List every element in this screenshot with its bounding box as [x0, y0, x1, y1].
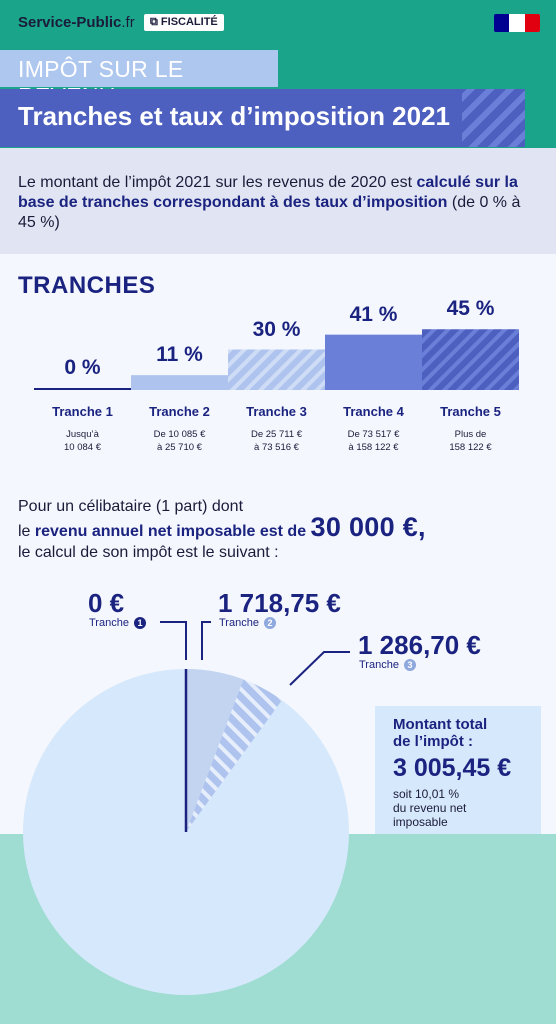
tranche-bar-2 — [131, 375, 228, 390]
tranche-range-1: Jusqu’à 10 084 € — [34, 428, 131, 454]
leader-tranche-3 — [289, 651, 350, 686]
example-line1: Pour un célibataire (1 part) dont — [18, 498, 244, 515]
tranche-label-4: Tranche 4 — [343, 404, 404, 419]
page-title: Tranches et taux d’imposition 2021 — [18, 101, 451, 131]
tranche-rate-2: 11 % — [156, 343, 203, 367]
page-title-banner: Tranches et taux d’imposition 2021 — [0, 89, 525, 147]
leader-tranche-2 — [201, 621, 211, 660]
flag-white-stripe — [509, 14, 525, 32]
tranche-3-label: Tranche 3 — [359, 659, 417, 672]
tranche-range-line2: à 25 710 € — [157, 442, 202, 453]
intro-range: (de 0 % à 45 %) — [18, 194, 521, 231]
tranche-1-label: Tranche 1 — [89, 617, 147, 630]
tranche-2-label-text: Tranche — [219, 617, 259, 629]
total-amount: 3 005,45 € — [393, 754, 512, 782]
republic-flag-icon — [494, 14, 540, 32]
tranche-bar-5 — [422, 329, 519, 390]
tranche-3-number: 3 — [404, 659, 417, 672]
total-box: Montant total de l’impôt : 3 005,45 € soi… — [375, 706, 541, 834]
tranche-range-4: De 73 517 € à 158 122 € — [325, 428, 422, 454]
tranche-rate-5: 45 % — [446, 297, 495, 321]
brand-name: Service-Public — [18, 14, 122, 31]
category-badge: ⧉ FISCALITÉ — [144, 14, 224, 31]
tranche-range-line2: 10 084 € — [64, 442, 101, 453]
intro-paragraph: Le montant de l’impôt 2021 sur les reven… — [0, 148, 556, 254]
pie-slice-tranche-3 — [186, 679, 282, 832]
tranches-bar-chart — [34, 329, 519, 390]
flag-blue-stripe — [494, 14, 510, 32]
tranche-1-number: 1 — [134, 617, 147, 630]
tranche-range-line1: Plus de — [454, 429, 487, 440]
tranche-2-label: Tranche 2 — [219, 617, 277, 630]
tranche-rate-3: 30 % — [252, 317, 301, 341]
tranche-label-1: Tranche 1 — [52, 404, 113, 419]
pie-slice-tranche-2 — [186, 669, 244, 832]
intro-bold: calculé sur la base de tranches correspo… — [18, 174, 518, 211]
example-line3: le calcul de son impôt est le suivant : — [18, 544, 279, 561]
tranche-range-line2: 158 122 € — [449, 442, 492, 453]
example-line2: le revenu annuel net imposable est de 30… — [18, 514, 426, 542]
example-line2-pre: le — [18, 523, 35, 540]
tranche-2-number: 2 — [264, 617, 277, 630]
tranche-label-3: Tranche 3 — [246, 404, 307, 419]
tax-icon: ⧉ — [150, 16, 161, 28]
category-title: IMPÔT SUR LE REVENU — [0, 50, 278, 109]
tranche-range-3: De 25 711 € à 73 516 € — [228, 428, 325, 454]
badge-label: FISCALITÉ — [160, 16, 218, 28]
tranches-title: TRANCHES — [18, 272, 156, 299]
tranche-rate-1: 0 % — [64, 356, 101, 379]
brand-suffix: .fr — [121, 14, 135, 31]
tranche-range-2: De 10 085 € à 25 710 € — [131, 428, 228, 454]
total-note-line1: soit 10,01 % — [393, 787, 460, 801]
total-note: soit 10,01 % du revenu net imposable — [393, 787, 527, 829]
tranche-bar-3 — [228, 349, 325, 390]
tranche-range-line1: De 25 711 € — [250, 429, 303, 440]
tranche-bar-1 — [34, 388, 131, 390]
total-label: Montant total de l’impôt : — [393, 716, 527, 750]
tranche-2-amount: 1 718,75 € — [218, 588, 341, 618]
example-description: Pour un célibataire (1 part) dont le rev… — [18, 496, 426, 563]
brand-logo[interactable]: Service-Public.fr — [18, 14, 135, 31]
tranche-rate-4: 41 % — [349, 302, 398, 326]
total-note-line2: du revenu net — [393, 801, 467, 815]
example-line2-bold: revenu annuel net imposable est de — [34, 523, 311, 540]
tranche-label-2: Tranche 2 — [149, 404, 210, 419]
tax-breakdown-pie — [23, 621, 350, 995]
tranche-range-5: Plus de 158 122 € — [422, 428, 519, 454]
flag-red-stripe — [524, 14, 540, 32]
tranche-label-5: Tranche 5 — [440, 404, 501, 419]
tranche-bar-4 — [325, 334, 422, 390]
total-label-line1: Montant total — [393, 716, 488, 733]
intro-text: Le montant de l’impôt 2021 sur les reven… — [18, 174, 417, 191]
header: Service-Public.fr ⧉ FISCALITÉ IMPÔT SUR … — [0, 0, 556, 148]
tranche-range-line1: De 10 085 € — [153, 429, 206, 440]
example-income: 30 000 € — [310, 512, 419, 542]
tranche-1-label-text: Tranche — [89, 617, 129, 629]
example-line2-post: , — [418, 512, 426, 542]
tranche-range-line2: à 158 122 € — [348, 442, 399, 453]
total-note-line3: imposable — [393, 815, 448, 829]
tranche-3-label-text: Tranche — [359, 659, 399, 671]
tranche-range-line1: Jusqu’à — [66, 429, 99, 440]
tranche-3-amount: 1 286,70 € — [358, 630, 481, 660]
leader-tranche-1 — [160, 621, 187, 660]
title-banner-solid — [0, 89, 462, 147]
tranche-range-line2: à 73 516 € — [254, 442, 299, 453]
tranche-range-line1: De 73 517 € — [347, 429, 400, 440]
tranche-1-amount: 0 € — [88, 588, 125, 618]
total-label-line2: de l’impôt : — [393, 733, 473, 750]
